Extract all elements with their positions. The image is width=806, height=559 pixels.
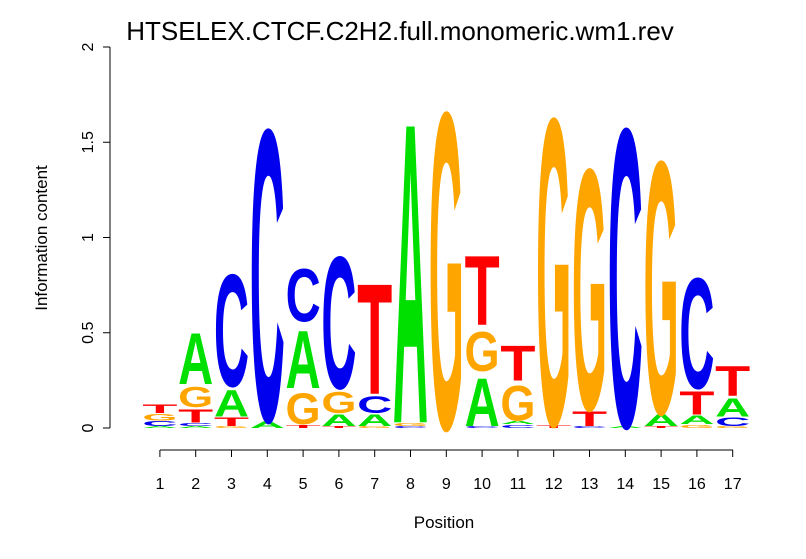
logo-letter-T: T bbox=[357, 251, 392, 428]
x-tick-label: 3 bbox=[227, 476, 236, 493]
logo-letter-A: A bbox=[679, 414, 714, 427]
logo-letter-G: G bbox=[178, 381, 213, 413]
logo-letter-C: C bbox=[178, 422, 213, 427]
logo-letter-G: G bbox=[500, 376, 535, 431]
logo-letter-A: A bbox=[500, 420, 535, 425]
x-tick-label: 14 bbox=[616, 476, 634, 493]
logo-letter-C: C bbox=[393, 426, 428, 429]
logo-letter-G: G bbox=[572, 98, 607, 484]
logo-letter-G: G bbox=[679, 424, 714, 429]
x-tick-label: 8 bbox=[406, 476, 415, 493]
logo-letter-T: T bbox=[178, 405, 213, 426]
x-tick-label: 9 bbox=[442, 476, 451, 493]
logo-letter-T: T bbox=[536, 424, 571, 429]
y-tick-label: 0.5 bbox=[80, 322, 97, 344]
logo-letter-G: G bbox=[644, 86, 679, 490]
logo-letter-C: C bbox=[214, 243, 249, 422]
logo-letter-C: C bbox=[715, 416, 750, 429]
logo-letter-G: G bbox=[715, 426, 750, 429]
logo-letter-G: G bbox=[142, 412, 177, 422]
y-tick-label: 1 bbox=[80, 233, 97, 242]
logo-letter-G: G bbox=[393, 422, 428, 427]
logo-letter-A: A bbox=[178, 319, 213, 400]
logo-letter-A: A bbox=[142, 426, 177, 429]
logo-letter-G: G bbox=[214, 426, 249, 429]
logo-letter-T: T bbox=[572, 407, 607, 431]
logo-letter-A: A bbox=[178, 426, 213, 429]
x-tick-label: 17 bbox=[724, 476, 742, 493]
logo-letter-C: C bbox=[608, 41, 643, 517]
logo-letter-G: G bbox=[465, 320, 500, 383]
logo-letter-C: C bbox=[572, 426, 607, 429]
logo-letter-C: C bbox=[465, 426, 500, 429]
x-tick-label: 16 bbox=[688, 476, 706, 493]
x-tick-label: 13 bbox=[581, 476, 599, 493]
logo-letter-T: T bbox=[286, 424, 321, 429]
logo-letter-T: T bbox=[679, 385, 715, 422]
x-tick-label: 5 bbox=[299, 476, 308, 493]
logo-letter-A: A bbox=[250, 420, 285, 431]
logo-letter-T: T bbox=[465, 237, 500, 347]
logo-letter-C: C bbox=[286, 254, 321, 338]
logo-letter-A: A bbox=[393, 33, 428, 514]
logo-letter-A: A bbox=[321, 411, 356, 430]
logo-letter-G: G bbox=[286, 383, 321, 434]
x-tick-label: 12 bbox=[545, 476, 563, 493]
logo-letter-C: C bbox=[321, 218, 356, 429]
logo-letter-A: A bbox=[357, 411, 392, 430]
logo-letter-A: A bbox=[608, 426, 643, 429]
logo-letter-C: C bbox=[142, 420, 177, 428]
x-tick-label: 2 bbox=[191, 476, 200, 493]
logo-letter-G: G bbox=[429, 18, 464, 525]
logo-letter-C: C bbox=[357, 392, 392, 419]
logo-letter-C: C bbox=[250, 44, 285, 510]
y-axis: 0 0.5 1 1.5 2 bbox=[80, 42, 111, 432]
logo-letter-T: T bbox=[214, 415, 249, 428]
x-tick-label: 7 bbox=[370, 476, 379, 493]
x-tick-label: 10 bbox=[473, 476, 491, 493]
x-tick-label: 4 bbox=[263, 476, 272, 493]
logo-letter-A: A bbox=[715, 394, 750, 423]
logo-letter-G: G bbox=[357, 426, 392, 429]
logo-letter-T: T bbox=[321, 426, 356, 429]
logo-letter-T: T bbox=[715, 357, 750, 405]
x-tick-label: 1 bbox=[155, 476, 164, 493]
logo-letter-T: T bbox=[142, 402, 177, 415]
logo-letter-A: A bbox=[286, 315, 321, 406]
logo-letter-T: T bbox=[500, 336, 535, 391]
logo-letter-G: G bbox=[536, 27, 571, 518]
logo-letter-C: C bbox=[500, 424, 535, 429]
logo-letter-G: G bbox=[321, 386, 356, 420]
y-tick-label: 0 bbox=[80, 423, 97, 432]
logo-letter-T: T bbox=[644, 426, 679, 429]
x-axis: 1 2 3 4 5 6 7 8 9 10 11 12 13 14 15 16 17 bbox=[155, 449, 742, 493]
logo-letter-A: A bbox=[465, 364, 500, 441]
x-axis-label: Position bbox=[414, 513, 474, 532]
x-tick-label: 6 bbox=[334, 476, 343, 493]
logo-letter-A: A bbox=[214, 384, 249, 426]
logo-letter-A: A bbox=[644, 411, 679, 430]
y-tick-label: 2 bbox=[80, 42, 97, 51]
chart-title: HTSELEX.CTCF.C2H2.full.monomeric.wm1.rev bbox=[126, 16, 674, 46]
x-tick-label: 15 bbox=[652, 476, 670, 493]
x-tick-label: 11 bbox=[510, 476, 527, 493]
y-tick-label: 1.5 bbox=[80, 131, 97, 153]
logo-letter-C: C bbox=[679, 245, 714, 422]
y-axis-label: Information content bbox=[32, 165, 51, 311]
